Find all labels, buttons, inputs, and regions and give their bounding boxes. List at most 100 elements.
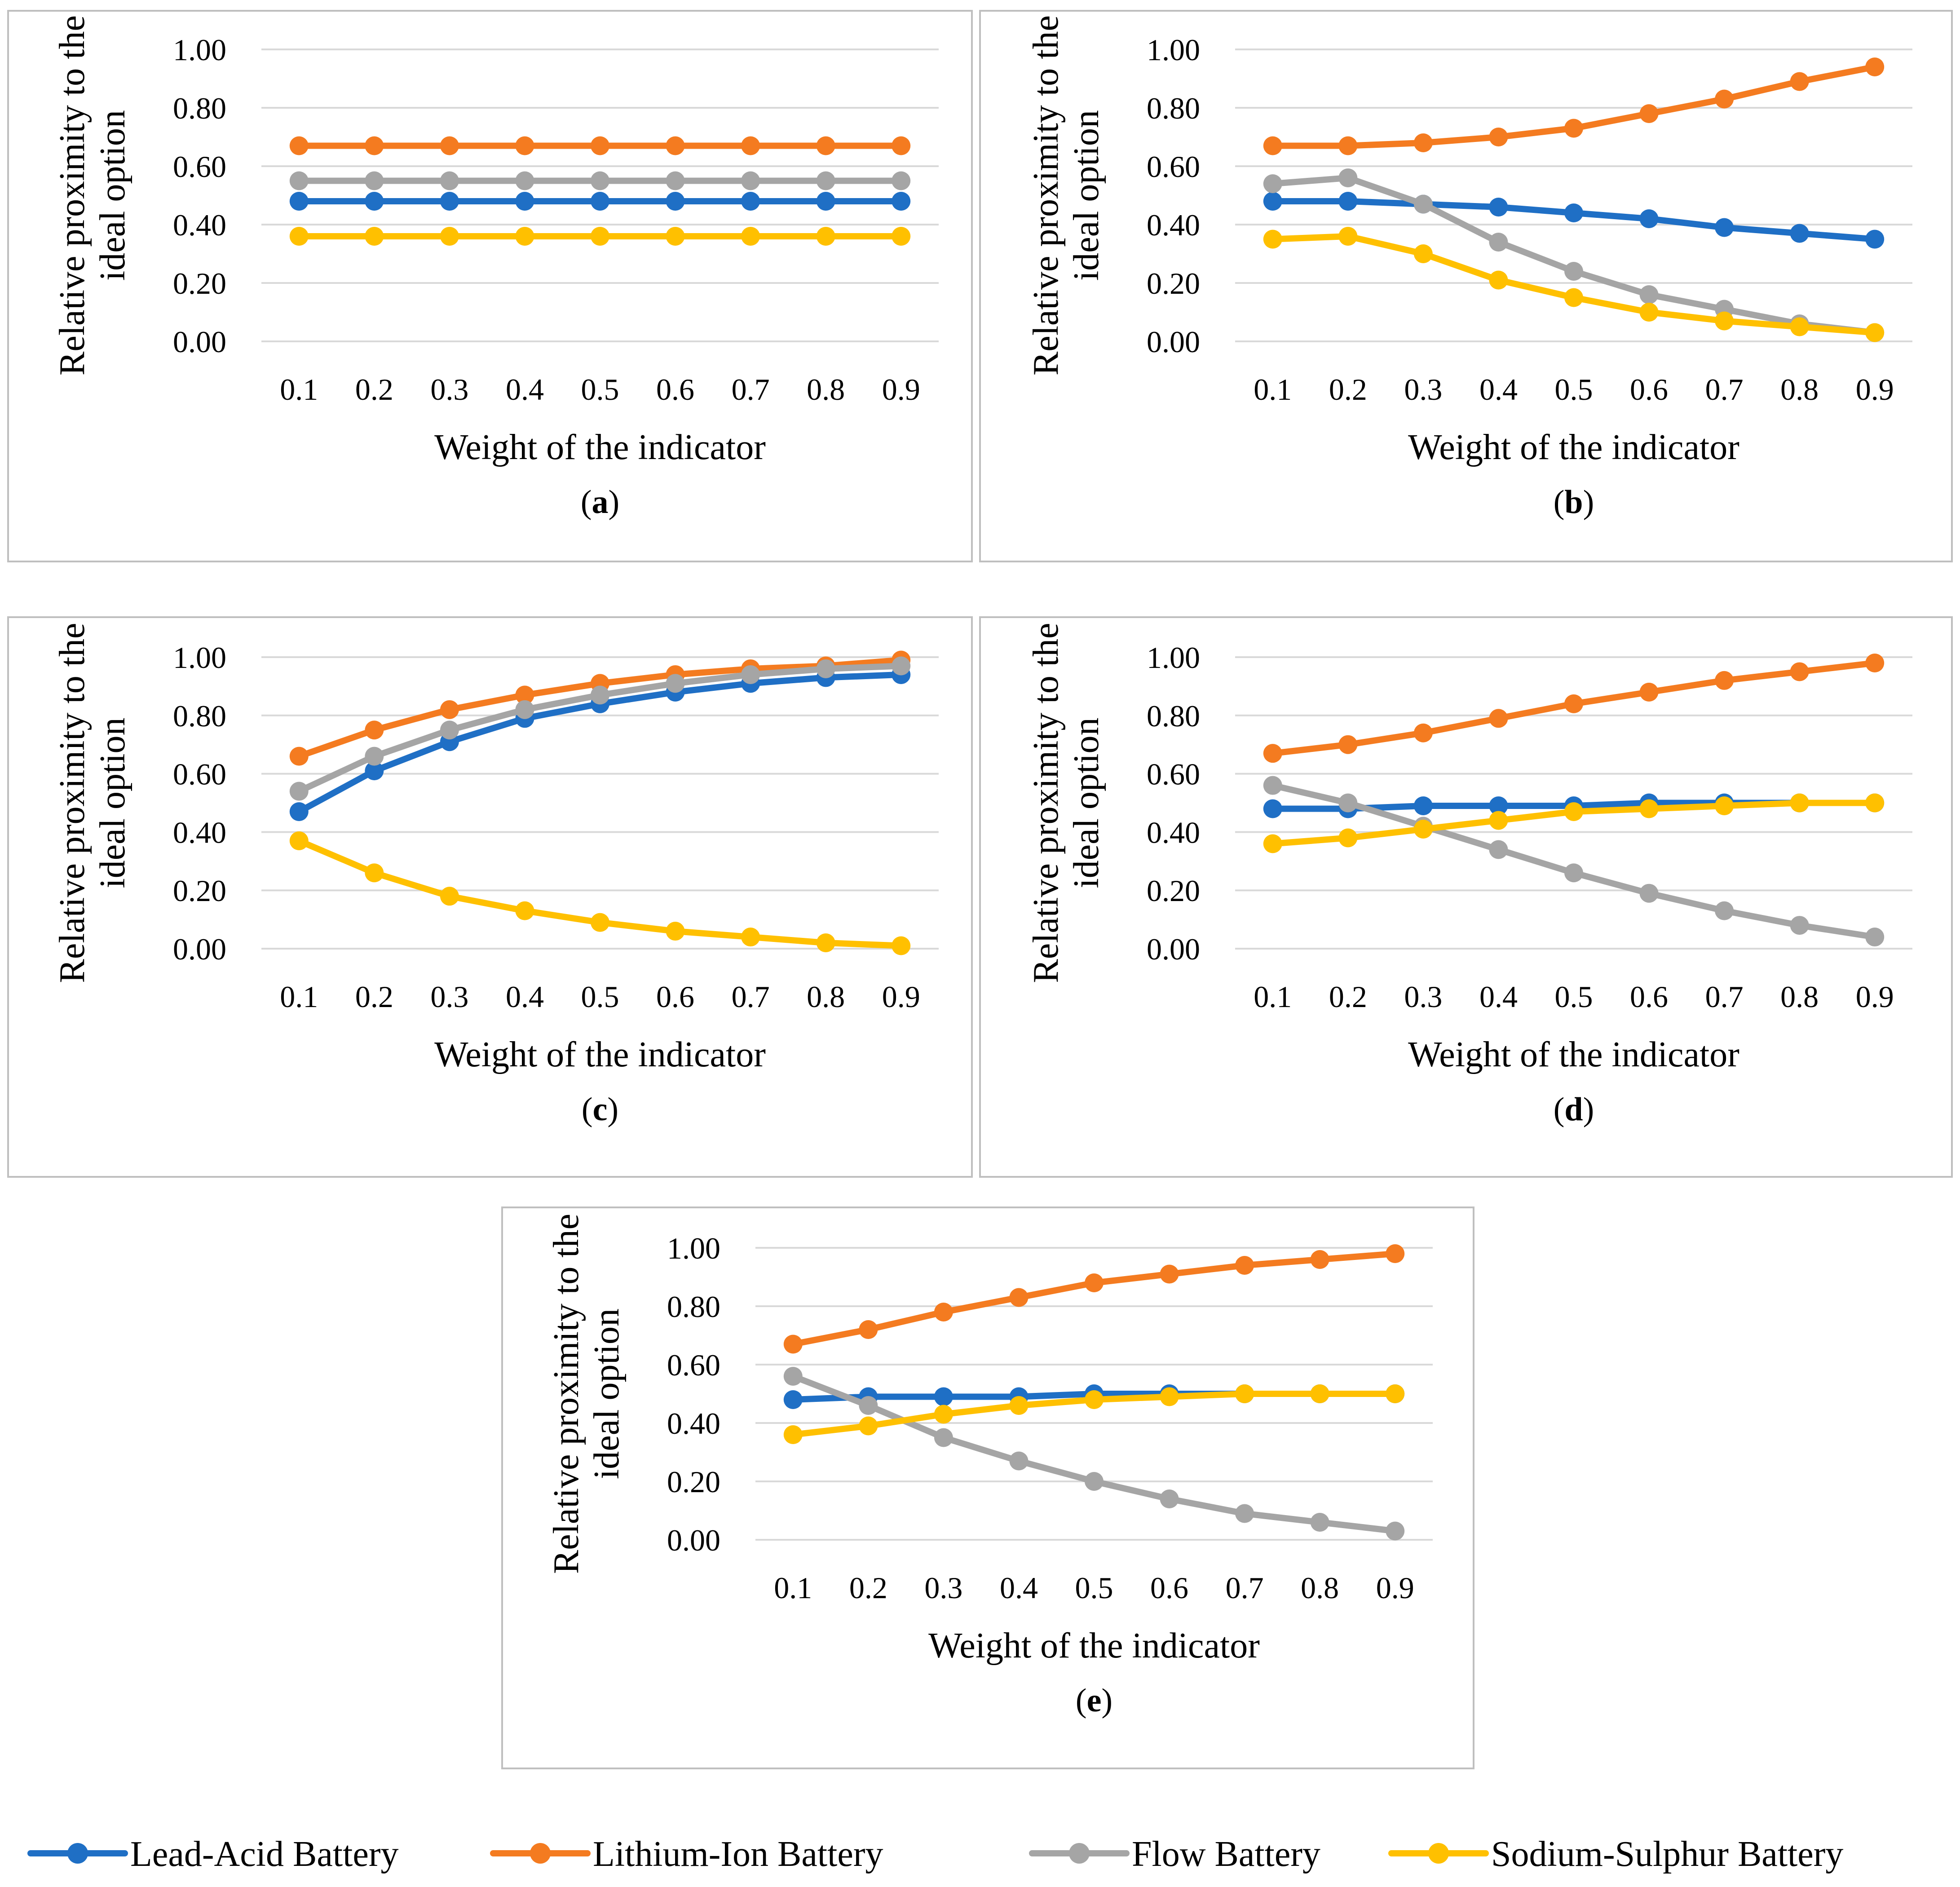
legend-item: Lead-Acid Battery bbox=[27, 1834, 399, 1874]
x-tick-label: 0.1 bbox=[1254, 372, 1292, 407]
x-tick-label: 0.4 bbox=[1000, 1571, 1038, 1605]
data-point bbox=[591, 171, 609, 190]
x-tick-label: 0.2 bbox=[355, 372, 393, 407]
data-point bbox=[1413, 133, 1433, 152]
data-point bbox=[741, 928, 760, 947]
caption-paren-close: ) bbox=[1583, 484, 1594, 521]
data-point bbox=[1715, 671, 1734, 690]
data-point bbox=[365, 863, 384, 883]
data-point bbox=[515, 700, 534, 719]
y-tick-label: 0.00 bbox=[173, 325, 226, 359]
data-point bbox=[1413, 796, 1433, 815]
x-tick-label: 0.5 bbox=[581, 980, 619, 1014]
data-point bbox=[289, 747, 309, 766]
data-point bbox=[1865, 57, 1885, 76]
data-point bbox=[1263, 776, 1282, 795]
data-point bbox=[1263, 192, 1282, 211]
data-point bbox=[365, 761, 384, 781]
data-point bbox=[1865, 653, 1885, 672]
data-point bbox=[1263, 834, 1282, 853]
panel-frame bbox=[501, 1206, 1474, 1769]
x-tick-label: 0.6 bbox=[656, 980, 694, 1014]
data-point bbox=[1160, 1489, 1179, 1508]
x-tick-label: 0.6 bbox=[1630, 980, 1668, 1014]
y-tick-label: 0.00 bbox=[1147, 325, 1200, 359]
series-sodium-sulphur-battery bbox=[289, 831, 911, 955]
y-axis-title-line-1: Relative proximity to the bbox=[53, 623, 92, 983]
data-point bbox=[934, 1405, 953, 1424]
y-axis-title-line-2: ideal option bbox=[1067, 110, 1106, 281]
panel-caption: (c) bbox=[582, 1091, 618, 1128]
series-lithium-ion-battery bbox=[783, 1244, 1405, 1354]
y-tick-label: 0.80 bbox=[173, 699, 226, 733]
y-tick-label: 0.20 bbox=[1147, 874, 1200, 908]
data-point bbox=[1085, 1472, 1104, 1491]
x-tick-label: 0.7 bbox=[732, 372, 770, 407]
data-point bbox=[1865, 793, 1885, 813]
series-line bbox=[790, 1251, 1399, 1348]
data-point bbox=[1715, 218, 1734, 237]
y-tick-label: 0.60 bbox=[1147, 757, 1200, 791]
x-tick-label: 0.4 bbox=[506, 980, 544, 1014]
series-flow-battery bbox=[783, 1367, 1405, 1541]
y-tick-label: 0.40 bbox=[1147, 815, 1200, 849]
series-lead-acid-battery bbox=[289, 192, 911, 211]
data-point bbox=[741, 665, 760, 684]
y-axis-title-line-1: Relative proximity to the bbox=[53, 15, 92, 376]
x-tick-label: 0.2 bbox=[1329, 980, 1367, 1014]
x-tick-label: 0.7 bbox=[1226, 1571, 1264, 1605]
caption-letter: a bbox=[592, 484, 609, 521]
data-point bbox=[892, 227, 911, 246]
data-point bbox=[1790, 662, 1809, 681]
panel-frame bbox=[979, 10, 1953, 562]
x-tick-label: 0.9 bbox=[1856, 372, 1894, 407]
y-tick-label: 0.40 bbox=[1147, 208, 1200, 242]
caption-paren-close: ) bbox=[1101, 1682, 1112, 1719]
caption-letter: e bbox=[1087, 1682, 1102, 1719]
data-point bbox=[289, 831, 309, 850]
data-point bbox=[591, 227, 609, 246]
caption-letter: d bbox=[1564, 1091, 1583, 1128]
data-point bbox=[783, 1390, 803, 1409]
legend: Lead-Acid Battery Lithium-Ion Battery Flow… bbox=[27, 1834, 1843, 1874]
legend-item: Lithium-Ion Battery bbox=[490, 1834, 883, 1874]
data-point bbox=[1715, 796, 1734, 815]
x-tick-label: 0.5 bbox=[1075, 1571, 1113, 1605]
x-tick-label: 0.5 bbox=[1555, 372, 1593, 407]
y-axis-title-line-1: Relative proximity to the bbox=[1026, 15, 1066, 376]
data-point bbox=[1235, 1504, 1254, 1523]
y-tick-label: 0.40 bbox=[667, 1406, 720, 1441]
data-point bbox=[1338, 227, 1358, 246]
legend-item: Sodium-Sulphur Battery bbox=[1388, 1834, 1843, 1874]
data-point bbox=[440, 136, 459, 155]
series-sodium-sulphur-battery bbox=[1263, 793, 1885, 853]
x-tick-label: 0.3 bbox=[1404, 980, 1442, 1014]
y-tick-label: 1.00 bbox=[1147, 33, 1200, 67]
data-point bbox=[1639, 682, 1659, 702]
data-point bbox=[1489, 840, 1508, 859]
data-point bbox=[440, 192, 459, 211]
y-tick-label: 0.80 bbox=[1147, 91, 1200, 125]
data-point bbox=[1564, 203, 1583, 222]
data-point bbox=[1790, 224, 1809, 243]
y-tick-label: 0.00 bbox=[173, 932, 226, 966]
data-point bbox=[1413, 723, 1433, 742]
data-point bbox=[1564, 694, 1583, 713]
caption-paren-open: ( bbox=[1076, 1682, 1087, 1719]
data-point bbox=[741, 136, 760, 155]
x-tick-label: 0.1 bbox=[280, 980, 318, 1014]
data-point bbox=[515, 685, 534, 705]
data-point bbox=[859, 1396, 878, 1415]
data-point bbox=[440, 700, 459, 719]
data-point bbox=[289, 782, 309, 801]
series-sodium-sulphur-battery bbox=[1263, 227, 1885, 342]
x-axis-title: Weight of the indicator bbox=[434, 428, 766, 467]
x-tick-label: 0.8 bbox=[1780, 372, 1819, 407]
data-point bbox=[892, 171, 911, 190]
data-point bbox=[1489, 233, 1508, 252]
data-point bbox=[1489, 270, 1508, 290]
y-axis-title-line-2: ideal option bbox=[93, 718, 132, 888]
x-tick-label: 0.2 bbox=[849, 1571, 887, 1605]
x-tick-label: 0.3 bbox=[430, 980, 468, 1014]
x-tick-label: 0.9 bbox=[1856, 980, 1894, 1014]
